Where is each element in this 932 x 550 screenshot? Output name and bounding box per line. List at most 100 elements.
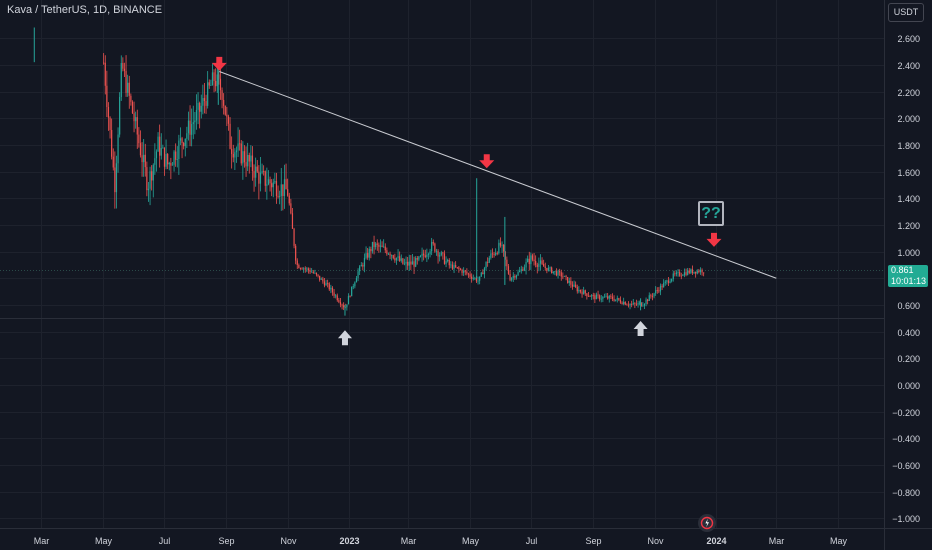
candle-body xyxy=(119,96,121,135)
candle-body xyxy=(432,242,434,244)
candle-body xyxy=(349,296,351,297)
candle-body xyxy=(603,296,606,298)
tradingview-logo-icon[interactable] xyxy=(698,514,716,532)
candle-body xyxy=(370,248,372,252)
candle-body xyxy=(651,296,654,297)
candle-body xyxy=(626,304,628,306)
resistance-trendline[interactable] xyxy=(219,71,777,279)
price-tick-label: 1.000 xyxy=(897,248,920,258)
candle-body xyxy=(656,290,658,292)
candle-body xyxy=(368,248,370,258)
candle-body xyxy=(499,242,502,246)
candle-body xyxy=(530,255,532,265)
candle-body xyxy=(424,255,426,257)
candle-body xyxy=(258,171,260,184)
candle-body xyxy=(130,95,132,102)
candle-body xyxy=(535,261,537,265)
candle-body xyxy=(109,117,111,131)
symbol-title: Kava / TetherUS, 1D, BINANCE xyxy=(7,4,163,16)
candle-body xyxy=(197,102,199,110)
arrow-down-icon xyxy=(479,154,495,169)
candle-body xyxy=(128,82,130,96)
candle-body xyxy=(234,152,236,158)
candle-body xyxy=(362,265,364,267)
candle-body xyxy=(136,117,138,135)
candle-body xyxy=(410,261,412,265)
candle-body xyxy=(363,257,366,267)
price-axis[interactable]: 2.600 2.400 2.200 2.000 1.800 1.600 1.400 1.200… xyxy=(892,34,920,524)
candle-body xyxy=(426,254,428,257)
candle-body xyxy=(501,244,503,246)
candle-body xyxy=(194,120,196,123)
candle-body xyxy=(680,275,682,277)
candle-body xyxy=(421,253,423,256)
price-tick-label: 1.200 xyxy=(897,221,920,231)
candle-body xyxy=(203,98,206,102)
candle-body xyxy=(563,275,566,277)
price-tick-label: −0.200 xyxy=(892,408,920,418)
candle-body xyxy=(525,262,527,268)
candle-body xyxy=(602,296,604,299)
candle-body xyxy=(415,258,417,267)
candle-body xyxy=(335,295,337,297)
candle-body xyxy=(528,258,530,265)
candle-body xyxy=(659,285,662,292)
currency-unit-button[interactable]: USDT xyxy=(888,3,924,22)
candle-body xyxy=(533,259,535,262)
candle-body xyxy=(357,271,359,279)
candle-body xyxy=(642,305,644,307)
candle-body xyxy=(221,90,223,100)
candle-body xyxy=(279,195,281,197)
price-tick-label: −0.600 xyxy=(892,461,920,471)
time-tick-label: Mar xyxy=(34,536,50,546)
candle-body xyxy=(114,167,116,193)
time-axis[interactable]: Mar May Jul Sep Nov 2023 Mar May Jul Sep Nov 2024 Ma… xyxy=(34,536,848,546)
candle-body xyxy=(429,251,431,255)
candle-body xyxy=(698,270,700,273)
candle-body xyxy=(639,302,641,304)
candle-body xyxy=(387,253,390,255)
candle-body xyxy=(637,303,639,305)
candle-body xyxy=(648,295,650,301)
trendline-layer[interactable] xyxy=(219,71,777,279)
candle-body xyxy=(407,261,409,266)
candle-body xyxy=(522,269,524,271)
candle-body xyxy=(663,283,665,288)
candle-body xyxy=(360,265,362,267)
candle-body xyxy=(330,287,332,290)
candle-body xyxy=(199,102,201,112)
candle-body xyxy=(242,151,244,164)
candle-body xyxy=(386,250,388,254)
candle-body xyxy=(263,171,265,172)
candle-body xyxy=(250,155,252,162)
candle-body xyxy=(405,261,407,264)
candle-body xyxy=(687,270,689,275)
time-tick-label: Sep xyxy=(585,536,601,546)
candle-body xyxy=(207,82,209,106)
candle-body xyxy=(167,153,169,165)
candle-body xyxy=(285,179,287,190)
candle-body xyxy=(346,304,348,308)
arrow-down-icon xyxy=(211,56,227,71)
candle-body xyxy=(475,277,478,282)
candle-body xyxy=(210,85,212,86)
candle-body xyxy=(587,296,590,297)
question-annotation: ?? xyxy=(698,201,724,226)
candle-body xyxy=(163,147,166,167)
candle-body xyxy=(491,253,494,255)
candle-body xyxy=(141,155,143,163)
candle-body xyxy=(448,259,450,266)
candle-body xyxy=(459,269,462,270)
time-tick-label: May xyxy=(830,536,848,546)
price-tick-label: 0.200 xyxy=(897,354,920,364)
candle-body xyxy=(464,270,466,272)
candle-body xyxy=(621,302,623,305)
candle-body xyxy=(571,284,574,287)
candle-body xyxy=(341,304,343,306)
candle-body xyxy=(239,143,241,145)
candle-body xyxy=(127,82,129,93)
candle-body xyxy=(304,268,306,270)
candle-body xyxy=(546,267,548,271)
candle-body xyxy=(376,243,378,245)
